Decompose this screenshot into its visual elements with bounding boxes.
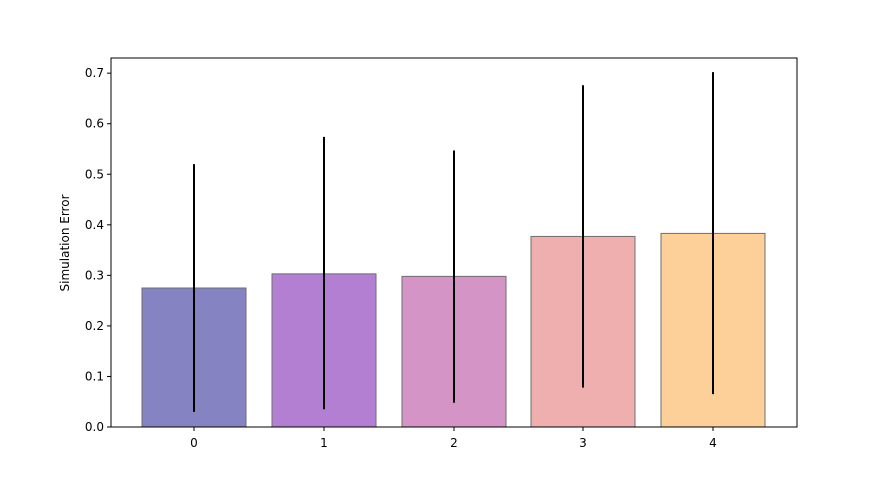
x-tick-label: 4 <box>709 436 717 450</box>
x-tick-label: 3 <box>579 436 587 450</box>
x-tick-label: 0 <box>190 436 198 450</box>
y-tick-label: 0.7 <box>85 66 104 80</box>
y-tick-label: 0.5 <box>85 167 104 181</box>
y-tick-label: 0.2 <box>85 319 104 333</box>
x-axis: 0 1 2 3 4 <box>190 427 717 450</box>
x-tick-label: 1 <box>320 436 328 450</box>
x-tick-label: 2 <box>450 436 458 450</box>
y-tick-label: 0.6 <box>85 117 104 131</box>
y-tick-label: 0.3 <box>85 268 104 282</box>
y-tick-label: 0.1 <box>85 369 104 383</box>
y-tick-label: 0.4 <box>85 218 104 232</box>
error-bars-layer <box>193 72 714 412</box>
y-tick-label: 0.0 <box>85 420 104 434</box>
y-axis-label: Simulation Error <box>58 194 72 291</box>
y-axis: 0.0 0.1 0.2 0.3 0.4 0.5 0.6 0.7 <box>85 66 111 434</box>
